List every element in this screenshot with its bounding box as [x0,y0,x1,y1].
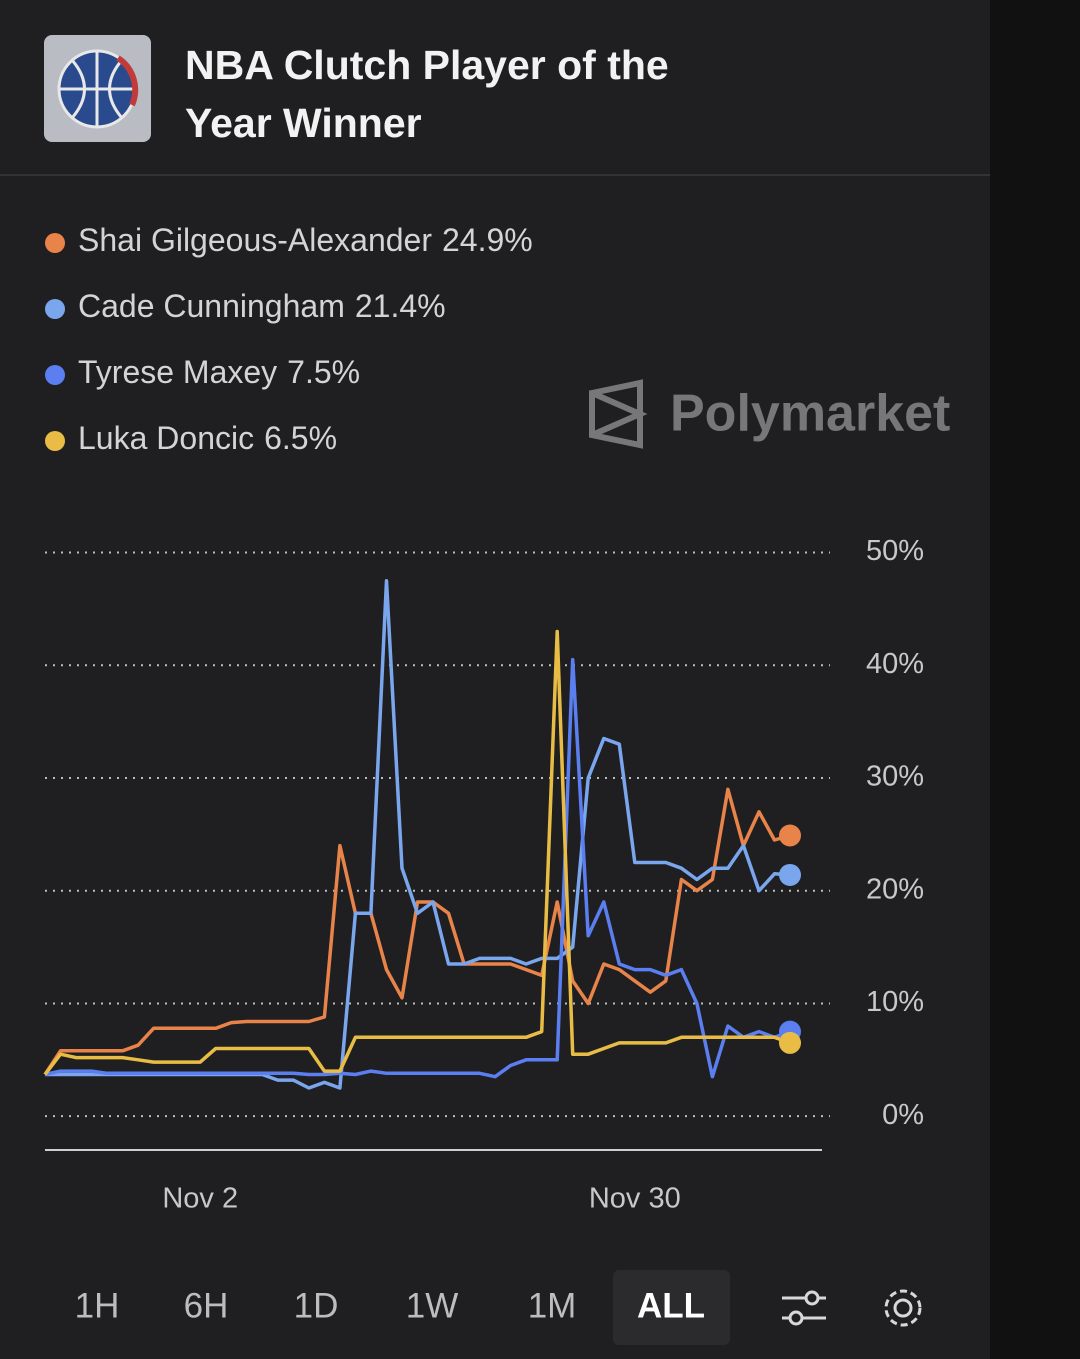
legend-value: 21.4% [355,288,446,324]
legend-name: Tyrese Maxey [78,354,277,390]
active-range-bg [613,1270,730,1345]
legend-value: 6.5% [264,420,337,456]
legend-value: 24.9% [442,222,533,258]
legend-entry: Luka Doncic 6.5% [78,420,337,456]
legend-entry: Shai Gilgeous-Alexander 24.9% [78,222,533,258]
legend-dot [45,299,65,319]
y-tick-label: 50% [866,535,924,567]
legend-name: Shai Gilgeous-Alexander [78,222,432,258]
y-tick-label: 0% [882,1099,924,1131]
market-icon [44,35,151,142]
legend-dot [45,365,65,385]
x-tick-label: Nov 2 [162,1183,238,1215]
end-dot [779,863,801,886]
x-tick-label: Nov 30 [589,1183,681,1215]
end-dot [779,1031,801,1054]
filter-icon[interactable] [782,1290,826,1326]
series-line [43,629,791,1076]
legend-dot [45,431,65,451]
range-button[interactable]: 1D [294,1286,339,1325]
y-tick-label: 20% [866,873,924,905]
series-line [44,657,791,1079]
watermark-logo [589,379,648,449]
legend-value: 7.5% [287,354,360,390]
legend-entry: Cade Cunningham 21.4% [78,288,446,324]
market-title: NBA Clutch Player of the Year Winner [185,42,669,146]
range-button[interactable]: 1H [75,1286,120,1325]
legend-dot [45,233,65,253]
range-button[interactable]: 6H [184,1286,229,1325]
watermark: Polymarket [670,385,950,443]
legend-name: Luka Doncic [78,420,254,456]
range-button[interactable]: ALL [637,1286,705,1325]
y-tick-label: 10% [866,986,924,1018]
range-button[interactable]: 1W [406,1286,459,1325]
series-line [43,787,791,1076]
end-dot [779,824,801,847]
y-tick-label: 40% [866,648,924,680]
legend-name: Cade Cunningham [78,288,345,324]
series-line [45,578,791,1090]
range-button[interactable]: 1M [528,1286,577,1325]
side-strip [990,0,1080,1359]
legend-entry: Tyrese Maxey 7.5% [78,354,360,390]
settings-icon[interactable] [884,1289,922,1327]
y-tick-label: 30% [866,761,924,793]
